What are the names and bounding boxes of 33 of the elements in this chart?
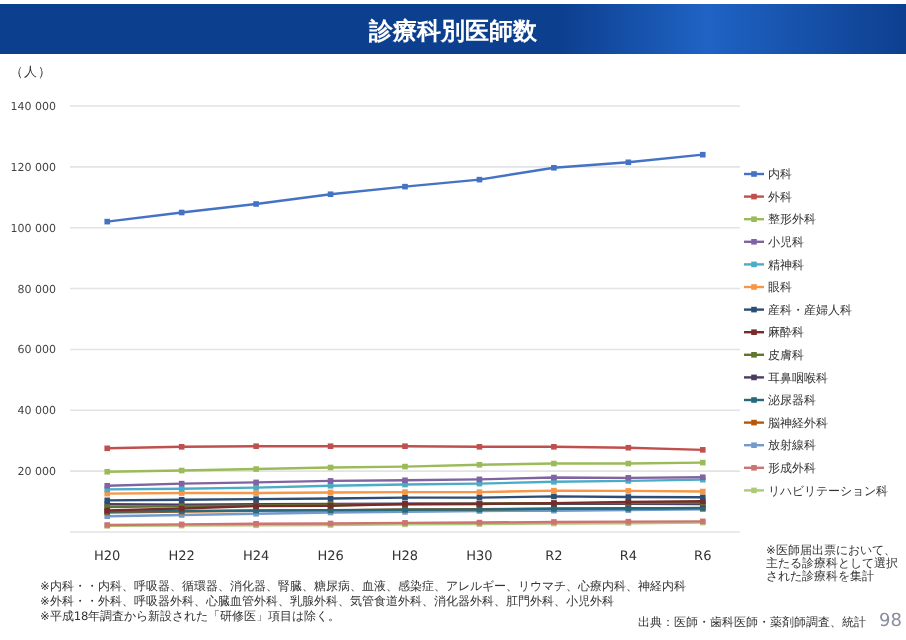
point — [178, 485, 185, 492]
point — [625, 444, 632, 451]
point — [178, 496, 185, 503]
point — [104, 218, 111, 225]
point — [699, 488, 706, 495]
point — [625, 494, 632, 500]
line-series — [104, 151, 706, 225]
point — [476, 444, 483, 450]
point — [402, 183, 408, 190]
point — [253, 484, 259, 491]
point — [551, 164, 557, 171]
point — [104, 468, 111, 475]
point — [253, 479, 259, 486]
point — [327, 191, 334, 198]
point — [699, 447, 706, 453]
point — [178, 444, 185, 450]
point — [625, 488, 632, 494]
point — [699, 151, 706, 158]
text: 98 — [879, 612, 903, 632]
point — [476, 489, 483, 495]
point — [327, 443, 334, 449]
point — [104, 445, 111, 452]
point — [476, 461, 483, 468]
point — [551, 460, 557, 467]
point — [402, 494, 408, 501]
point — [551, 474, 557, 481]
point — [327, 478, 334, 484]
chart-title: 診療科別医師数 — [367, 17, 539, 45]
point — [551, 487, 557, 494]
point — [551, 493, 557, 500]
point — [699, 459, 706, 466]
point — [625, 159, 632, 166]
point — [402, 463, 408, 470]
